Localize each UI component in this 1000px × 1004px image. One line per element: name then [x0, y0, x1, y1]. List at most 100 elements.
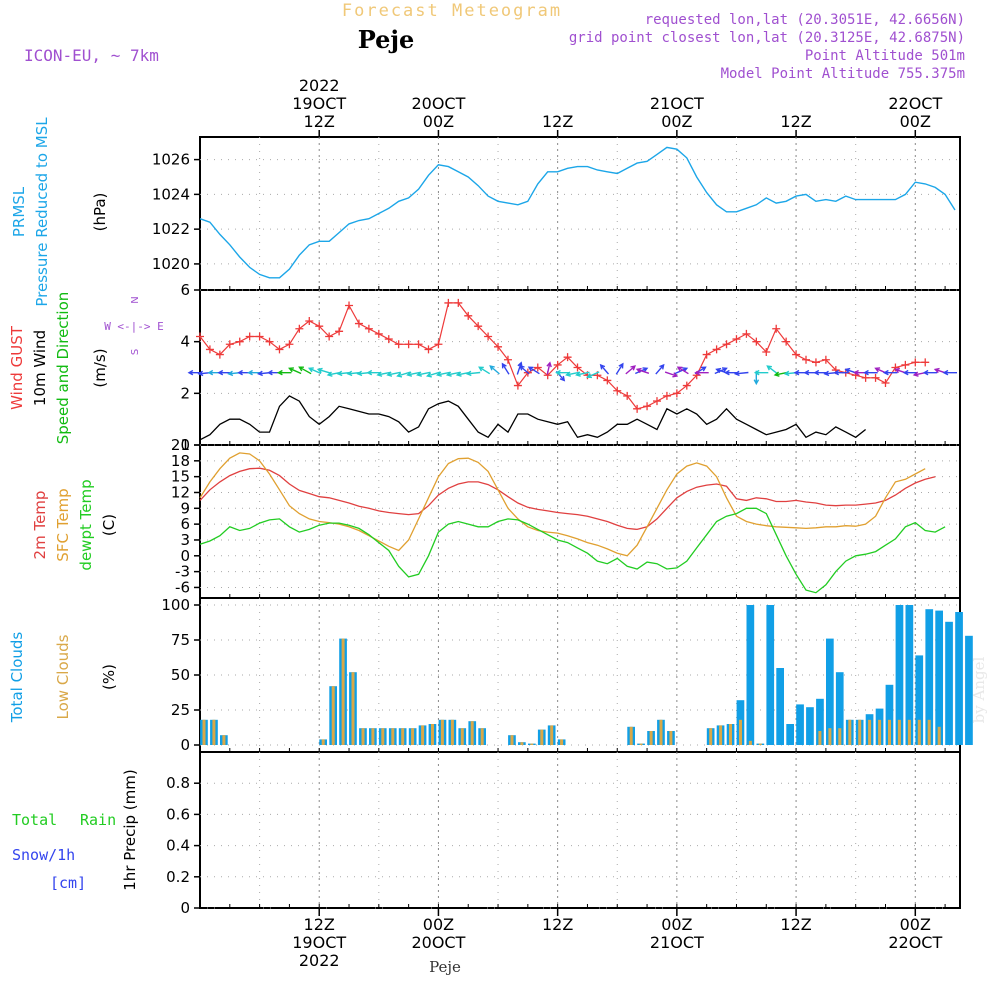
wind-direction-arrow [445, 371, 461, 377]
total-cloud-bar [935, 610, 943, 745]
wind-direction-arrow [922, 369, 938, 376]
model-altitude: Model Point Altitude 755.375m [721, 66, 965, 82]
bottom-hour-label: 00Z [423, 915, 454, 934]
temperature-ytick-label: 15 [171, 468, 190, 486]
wind-gust-point [633, 404, 642, 413]
precip-ytick-label: 0.8 [166, 774, 190, 792]
compass-n: N [130, 296, 141, 303]
low-cloud-bar [709, 728, 713, 745]
bottom-hour-label: 12Z [304, 915, 335, 934]
low-cloud-bar [818, 731, 822, 745]
wind-direction-arrow [575, 371, 590, 377]
total-cloud-bar [746, 605, 755, 745]
low-cloud-bar [758, 743, 762, 745]
clouds-ytick-label: 75 [171, 631, 190, 649]
temperature-ytick-label: 9 [180, 499, 190, 517]
low-cloud-bar [371, 728, 375, 745]
low-cloud-bar [917, 719, 921, 745]
low-cloud-bar [927, 719, 931, 745]
wind-direction-arrow [882, 369, 898, 376]
total-cloud-bar [826, 638, 834, 745]
wind-gust-point [464, 311, 473, 320]
chart-title: Forecast Meteogram [342, 1, 562, 21]
wind-gust-point [394, 340, 403, 349]
low-cloud-bar [878, 719, 882, 745]
total-cloud-bar [766, 605, 775, 745]
top-year-label: 2022 [299, 76, 340, 95]
bottom-date-label: 22OCT [888, 933, 942, 952]
low-cloud-bar [460, 728, 464, 745]
wind-direction-arrow [288, 367, 302, 375]
precip-ytick-label: 0 [180, 899, 190, 917]
wind-gust-point [325, 332, 334, 341]
wind-gust-point [364, 324, 373, 333]
low-cloud-bar [748, 740, 752, 745]
wind-gust-point [315, 322, 324, 331]
low-cloud-bar [848, 719, 852, 745]
wind-gust-point [354, 319, 363, 328]
total-cloud-bar [925, 609, 934, 745]
wind-direction-arrow [555, 369, 570, 376]
top-hour-label: 12Z [780, 112, 811, 131]
pressure-ytick-label: 1024 [152, 185, 190, 203]
wind-direction-arrow [615, 362, 624, 375]
wind-gust-point [762, 348, 771, 356]
wind-gust-point [285, 340, 294, 349]
temp-sfc-label: SFC Temp [54, 488, 72, 561]
clouds-ytick-label: 0 [180, 736, 190, 754]
low-cloud-bar [897, 719, 901, 745]
temp-2m-line [199, 467, 936, 531]
pressure-label-1: PRMSL [10, 186, 28, 237]
low-cloud-bar [530, 743, 534, 745]
pressure-panel: 1026 1024 1022 1020 [152, 136, 961, 291]
wind-direction-arrow [546, 361, 552, 375]
temp-sfc-line [199, 452, 926, 557]
wind-unit: (m/s) [91, 348, 109, 387]
wind-gust-point [484, 332, 493, 341]
low-cloud-bar [828, 728, 832, 745]
wind-gust-point [871, 373, 880, 382]
wind-gust-point [672, 389, 681, 398]
pressure-ytick-label: 1022 [152, 220, 190, 238]
temperature-ytick-label: 18 [171, 452, 190, 470]
wind-gust-point [792, 350, 801, 359]
total-cloud-bar [796, 704, 804, 745]
wind-gust-point [802, 355, 811, 364]
top-hour-label: 00Z [661, 112, 692, 131]
low-cloud-bar [639, 743, 643, 745]
bottom-hour-label: 12Z [542, 915, 573, 934]
temperature-ytick-label: 3 [180, 531, 190, 549]
wind-gust-point [901, 360, 910, 369]
wind-direction-arrow [655, 363, 665, 375]
wind-direction-arrow [625, 365, 637, 375]
wind-gust-point [553, 360, 562, 369]
location-title: Peje [358, 25, 415, 54]
low-cloud-bar [629, 726, 633, 745]
wind-gust-point [623, 391, 632, 400]
wind-gust-label: Wind GUST [8, 325, 26, 410]
wind-gust-point [921, 358, 930, 367]
wind-direction-arrow [753, 369, 769, 376]
low-cloud-bar [202, 719, 206, 745]
low-cloud-bar [421, 725, 425, 745]
wind-direction-arrow [676, 366, 689, 375]
total-cloud-bar [835, 672, 844, 745]
wind-gust-point [444, 298, 453, 307]
low-cloud-bar [431, 724, 434, 745]
chart-plot-area: 10261024102210206420211815129630-3-61007… [152, 76, 973, 970]
grid-point: grid point closest lon,lat (20.3125E, 42… [569, 30, 965, 46]
clouds-ytick-label: 50 [171, 666, 190, 684]
temperature-ytick-label: 6 [180, 515, 190, 533]
wind-gust-point [404, 340, 413, 349]
wind-gust-point [563, 353, 572, 362]
wind-speed-line [199, 395, 867, 441]
wind-gust-point [215, 350, 224, 359]
low-cloud-bar [450, 719, 454, 745]
wind-ytick-label: 2 [180, 384, 190, 402]
precip-ytick-label: 0.4 [166, 837, 190, 855]
total-cloud-bar [786, 724, 794, 745]
wind-gust-point [424, 345, 433, 354]
low-cloud-bar [858, 719, 862, 745]
wind-gust-point [573, 363, 582, 372]
